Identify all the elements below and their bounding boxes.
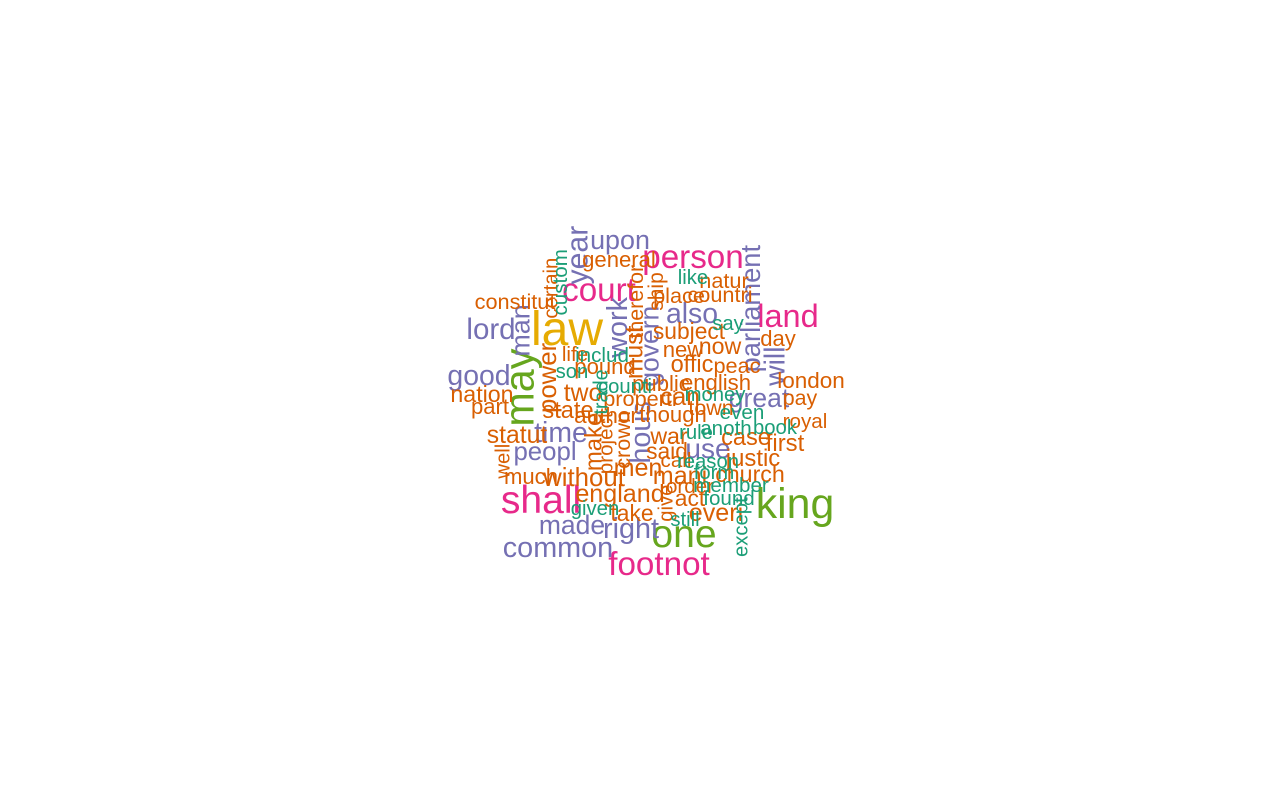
- word-statut: statut: [486, 421, 548, 449]
- word-except: except: [730, 497, 753, 557]
- word-book: book: [753, 416, 797, 439]
- word-member: member: [693, 473, 769, 497]
- word-court: court: [562, 272, 636, 310]
- word-two: two: [563, 379, 603, 407]
- word-land: land: [757, 297, 819, 334]
- word-order: order: [665, 474, 715, 498]
- word-though: though: [639, 401, 707, 427]
- word-offic: offic: [670, 352, 714, 379]
- word-nation: nation: [450, 381, 514, 408]
- word-anoth: anoth: [700, 416, 752, 440]
- word-rule: rule: [679, 421, 713, 444]
- word-footnot: footnot: [608, 546, 710, 584]
- word-church: church: [715, 461, 785, 488]
- word-much: much: [503, 463, 559, 489]
- word-upon: upon: [590, 224, 650, 255]
- word-now: now: [698, 333, 742, 360]
- word-trade: trade: [591, 369, 614, 415]
- word-case: case: [721, 425, 771, 452]
- word-countri: countri: [687, 282, 753, 308]
- word-london: london: [777, 367, 845, 393]
- word-state: state: [542, 398, 594, 425]
- word-subject: subject: [652, 317, 726, 344]
- word-call: call: [660, 448, 692, 472]
- word-say: say: [712, 312, 744, 335]
- word-peopl: peopl: [513, 438, 577, 467]
- word-common: common: [502, 531, 614, 564]
- word-reason: reason: [676, 450, 739, 473]
- word-use: use: [685, 433, 731, 464]
- word-act: act: [674, 484, 706, 511]
- word-ship: ship: [644, 271, 668, 311]
- word-new: new: [662, 336, 704, 362]
- word-one: one: [651, 513, 717, 557]
- word-shall: shall: [500, 479, 582, 523]
- word-town: town: [688, 396, 734, 421]
- word-take: take: [610, 499, 654, 526]
- word-still: still: [670, 508, 700, 531]
- word-mani: mani: [652, 462, 708, 491]
- word-author: author: [574, 402, 638, 428]
- word-properti: properti: [603, 386, 677, 412]
- word-pay: pay: [782, 386, 818, 411]
- word-time: time: [534, 416, 588, 449]
- word-counti: counti: [597, 375, 653, 398]
- word-english: english: [680, 369, 751, 395]
- word-made: made: [538, 509, 606, 540]
- word-war: war: [650, 423, 688, 450]
- word-son: son: [555, 360, 589, 383]
- word-pound: pound: [574, 353, 636, 379]
- word-peac: peac: [713, 353, 761, 379]
- word-given: given: [570, 497, 620, 520]
- word-good: good: [447, 359, 511, 392]
- word-without: without: [543, 464, 625, 493]
- word-right: right: [602, 512, 660, 545]
- word-even: even: [719, 400, 765, 424]
- word-found: found: [703, 486, 755, 510]
- word-part: part: [470, 393, 510, 419]
- word-natur: natur: [699, 268, 749, 294]
- word-everi: everi: [688, 499, 744, 528]
- word-project: project: [594, 412, 618, 474]
- word-life: life: [561, 342, 589, 366]
- word-day: day: [760, 325, 796, 351]
- word-england: england: [575, 480, 665, 509]
- word-can: can: [660, 383, 700, 411]
- word-person: person: [642, 239, 744, 277]
- word-royal: royal: [782, 409, 828, 433]
- word-first: first: [765, 430, 805, 458]
- word-lord: lord: [466, 313, 516, 347]
- word-law: law: [530, 303, 604, 356]
- word-constitut: constitut: [474, 289, 556, 315]
- word-justic: justic: [725, 445, 781, 473]
- word-like: like: [677, 266, 709, 289]
- word-great: great: [728, 382, 790, 413]
- word-place: place: [653, 283, 705, 309]
- word-said: said: [646, 437, 688, 464]
- word-also: also: [665, 297, 719, 330]
- word-well: well: [491, 443, 514, 479]
- word-form: form: [693, 461, 735, 484]
- word-custom: custom: [548, 248, 572, 316]
- word-includ: includ: [575, 343, 629, 367]
- word-men: men: [613, 454, 663, 483]
- word-general: general: [582, 246, 656, 272]
- word-king: king: [755, 479, 835, 528]
- word-public: public: [632, 370, 690, 396]
- word-money: money: [684, 383, 746, 406]
